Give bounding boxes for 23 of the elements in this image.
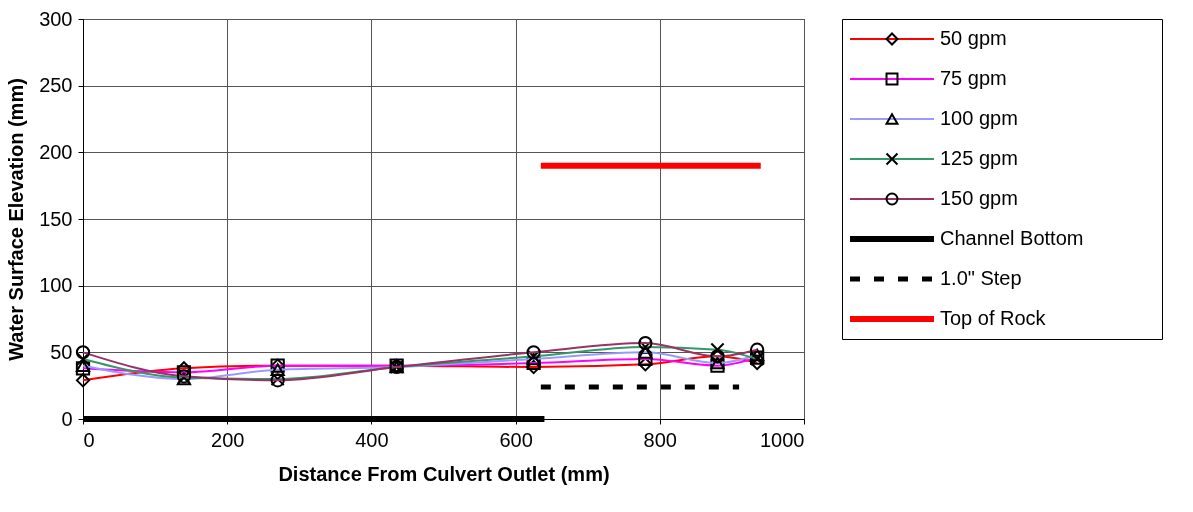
y-tick-label: 0 (61, 407, 73, 430)
legend-label: 50 gpm (940, 27, 1007, 49)
x-axis-title: Distance From Culvert Outlet (mm) (278, 462, 610, 485)
x-tick-label: 600 (499, 428, 533, 451)
legend-label: 150 gpm (940, 187, 1018, 209)
x-tick-label: 1000 (760, 428, 805, 451)
x-tick-label: 200 (211, 428, 245, 451)
x-tick-label: 400 (355, 428, 389, 451)
legend-label: Top of Rock (940, 307, 1047, 329)
legend-label: 100 gpm (940, 107, 1018, 129)
legend-label: 75 gpm (940, 67, 1007, 89)
y-tick-label: 250 (39, 74, 73, 97)
x-tick-label: 800 (643, 428, 677, 451)
y-tick-label: 300 (39, 7, 73, 30)
x-tick-label: 0 (83, 428, 95, 451)
legend-label: Channel Bottom (940, 227, 1084, 249)
y-axis-title: Water Surface Elevation (mm) (5, 78, 28, 361)
y-tick-label: 200 (39, 140, 73, 163)
y-tick-label: 100 (39, 274, 73, 297)
legend-label: 125 gpm (940, 147, 1018, 169)
y-tick-label: 50 (50, 340, 73, 363)
y-tick-label: 150 (39, 207, 73, 230)
legend-label: 1.0" Step (940, 267, 1022, 289)
